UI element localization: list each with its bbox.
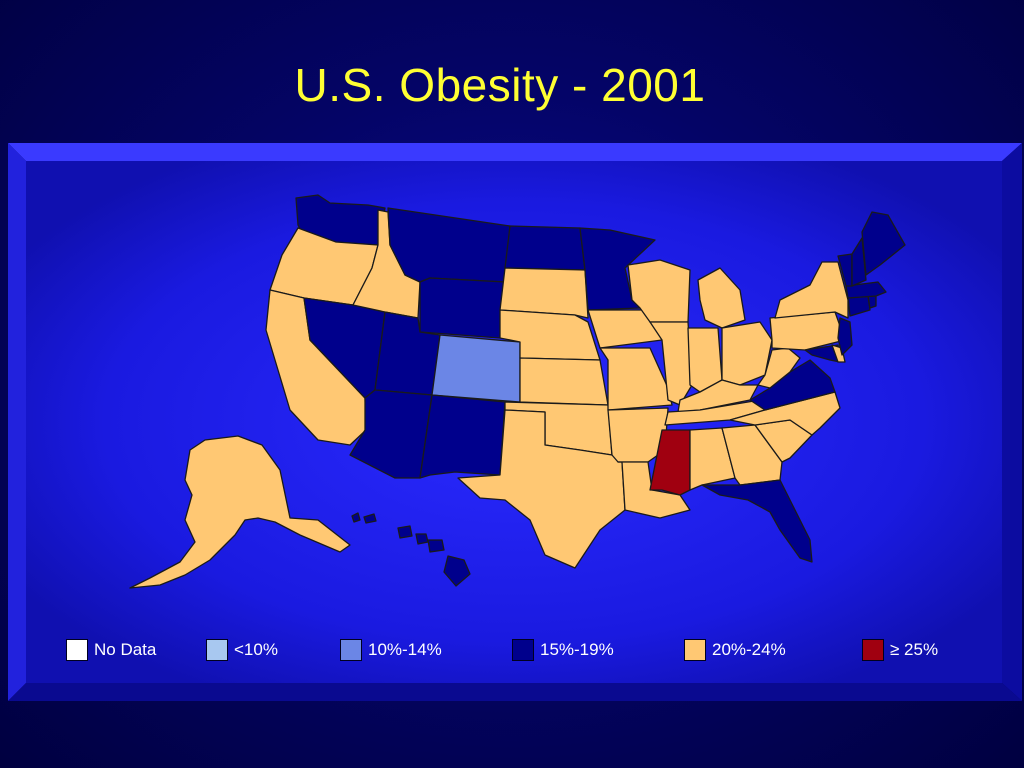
legend-swatch-no-data — [66, 639, 88, 661]
state-nd — [504, 225, 586, 271]
state-wv — [757, 347, 801, 389]
state-hi-5 — [427, 539, 445, 553]
legend-label-ge25: ≥ 25% — [890, 640, 939, 659]
panel-bevel-left — [8, 143, 26, 701]
us-map — [129, 194, 906, 589]
state-ma — [845, 281, 887, 299]
state-hi-1 — [351, 512, 361, 523]
legend-swatch-20-24 — [684, 639, 706, 661]
slide-title: U.S. Obesity - 2001 — [294, 59, 706, 111]
state-hi-6 — [443, 555, 471, 587]
legend-swatch-lt10 — [206, 639, 228, 661]
state-fl — [701, 479, 813, 563]
state-al — [689, 427, 736, 491]
state-ri — [867, 295, 877, 309]
legend-label-20-24: 20%-24% — [712, 640, 786, 659]
legend-item-lt10: <10% — [206, 637, 278, 663]
state-nj — [837, 317, 853, 356]
state-sd — [499, 267, 589, 319]
state-nh — [851, 237, 867, 287]
map-panel — [8, 143, 1022, 701]
map-svg — [8, 143, 1022, 701]
legend-label-15-19: 15%-19% — [540, 640, 614, 659]
legend-swatch-15-19 — [512, 639, 534, 661]
panel-bevel-right — [1002, 143, 1022, 701]
legend-swatch-10-14 — [340, 639, 362, 661]
legend: No Data <10% 10%-14% 15%-19% 20%-24% ≥ 2… — [0, 637, 1024, 667]
state-tx — [457, 409, 626, 569]
state-hi-3 — [397, 525, 413, 539]
state-co — [431, 334, 521, 403]
state-nm — [419, 394, 506, 479]
state-hi-2 — [363, 513, 377, 524]
state-mi — [697, 267, 746, 329]
panel-bevel-bottom — [8, 683, 1022, 701]
state-hi-4 — [415, 533, 429, 545]
legend-item-20-24: 20%-24% — [684, 637, 786, 663]
legend-item-no-data: No Data — [66, 637, 156, 663]
legend-label-lt10: <10% — [234, 640, 278, 659]
state-ak — [129, 435, 351, 589]
state-me — [861, 211, 906, 276]
legend-item-15-19: 15%-19% — [512, 637, 614, 663]
state-wy — [419, 277, 506, 339]
legend-label-10-14: 10%-14% — [368, 640, 442, 659]
panel-bevel-top — [8, 143, 1022, 161]
state-la — [617, 461, 691, 519]
legend-swatch-ge25 — [862, 639, 884, 661]
legend-item-ge25: ≥ 25% — [862, 637, 938, 663]
state-mo — [599, 347, 673, 411]
state-ks — [519, 357, 609, 406]
legend-label-no-data: No Data — [94, 640, 157, 659]
legend-item-10-14: 10%-14% — [340, 637, 442, 663]
